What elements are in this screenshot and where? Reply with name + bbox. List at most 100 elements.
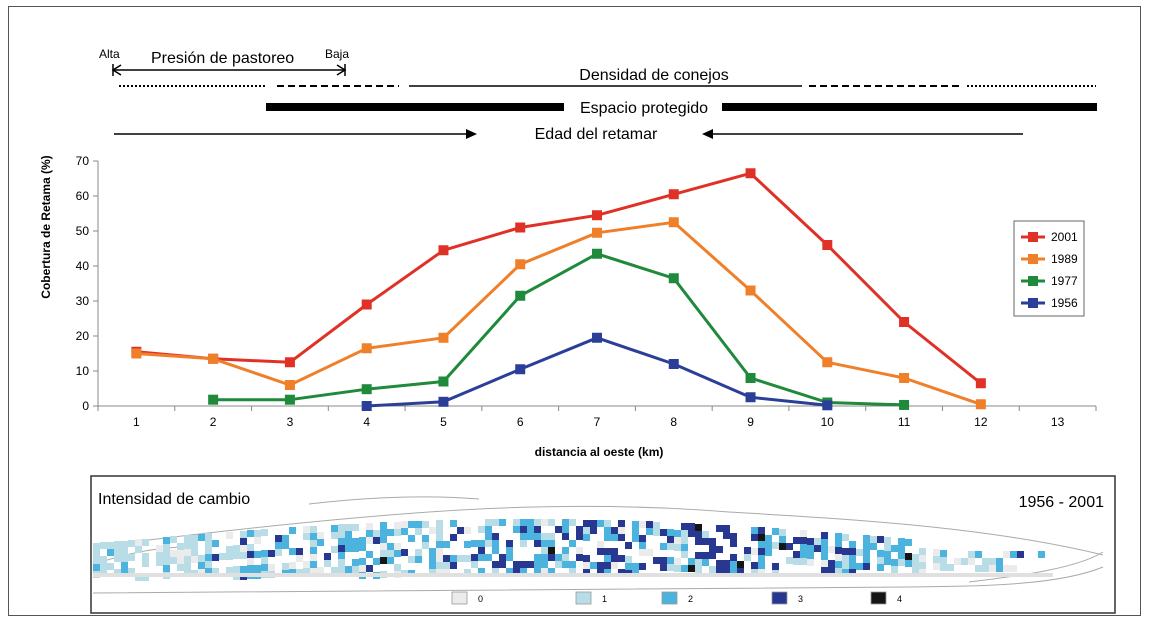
data-point xyxy=(668,217,679,228)
map-cell xyxy=(688,558,695,565)
map-cell xyxy=(597,520,604,527)
legend-label: 1977 xyxy=(1051,274,1078,288)
x-tick-label: 7 xyxy=(594,415,601,429)
map-cell xyxy=(765,549,772,556)
legend-item-2001: 2001 xyxy=(1021,230,1078,244)
map-cell xyxy=(555,561,562,568)
map-cell xyxy=(520,568,527,575)
map-legend-swatch xyxy=(451,591,468,605)
data-point xyxy=(515,290,526,301)
map-cell xyxy=(674,558,681,565)
map-cell xyxy=(492,533,499,540)
map-cell xyxy=(821,553,828,560)
map-cell xyxy=(541,561,548,568)
series-1956 xyxy=(361,332,833,411)
map-cell xyxy=(534,519,541,526)
map-cell xyxy=(163,544,170,551)
map-legend-item-3: 3 xyxy=(771,591,803,605)
map-cell xyxy=(618,534,625,541)
map-cell xyxy=(317,567,324,574)
map-cell xyxy=(933,556,940,563)
data-point xyxy=(592,248,602,259)
map-cell xyxy=(786,543,793,550)
map-cell xyxy=(933,549,940,556)
map-cell xyxy=(450,534,457,541)
map-cell xyxy=(646,528,653,535)
map-cell xyxy=(527,533,534,540)
map-cell xyxy=(842,569,849,576)
map-cell xyxy=(583,527,590,534)
map-cell xyxy=(562,533,569,540)
map-cell xyxy=(716,567,723,574)
map-cell xyxy=(779,529,786,536)
map-cell xyxy=(583,555,590,562)
map-cell xyxy=(212,568,219,575)
map-cell xyxy=(254,565,261,572)
map-cell xyxy=(121,555,128,562)
map-cell xyxy=(338,545,345,552)
map-cell xyxy=(219,553,226,560)
map-cell xyxy=(597,569,604,576)
map-cell xyxy=(282,535,289,542)
chart-series xyxy=(131,168,986,411)
map-cell xyxy=(541,533,548,540)
map-cell xyxy=(625,563,632,570)
map-cell xyxy=(758,562,765,569)
map-cell xyxy=(422,542,429,549)
map-cell xyxy=(100,542,107,549)
map-cell xyxy=(821,567,828,574)
map-cell xyxy=(898,559,905,566)
map-cell xyxy=(646,549,653,556)
map-cell xyxy=(772,563,779,570)
map-cell xyxy=(191,542,198,549)
map-legend-label: 3 xyxy=(798,594,803,604)
map-cell xyxy=(632,535,639,542)
x-tick-label: 10 xyxy=(821,415,835,429)
map-cell xyxy=(660,564,667,571)
map-cell xyxy=(583,569,590,576)
map-cell xyxy=(730,561,737,568)
map-cell xyxy=(506,547,513,554)
map-cell xyxy=(373,537,380,544)
map-cell xyxy=(828,560,835,567)
grazing-arrow xyxy=(111,64,347,76)
map-cell xyxy=(310,554,317,561)
map-cell xyxy=(226,546,233,553)
map-cell xyxy=(590,520,597,527)
map-cell xyxy=(716,560,723,567)
map-cell xyxy=(765,542,772,549)
map-cell xyxy=(198,562,205,569)
map-cell xyxy=(821,532,828,539)
map-cell xyxy=(310,540,317,547)
grazing-pressure-label: Presión de pastoreo xyxy=(151,50,294,67)
map-cell xyxy=(569,519,576,526)
map-cell xyxy=(800,551,807,558)
broom-age-arrows xyxy=(114,129,1023,139)
y-tick-label: 10 xyxy=(76,364,90,378)
map-cell xyxy=(121,569,128,576)
map-cell xyxy=(240,552,247,559)
map-cell xyxy=(387,543,394,550)
map-cell xyxy=(331,532,338,539)
data-point xyxy=(668,273,679,284)
data-point xyxy=(745,373,756,383)
map-cell xyxy=(779,536,786,543)
map-cell xyxy=(695,566,702,573)
data-point xyxy=(592,227,602,238)
map-cell xyxy=(233,552,240,559)
y-tick-label: 70 xyxy=(76,154,90,168)
map-cell xyxy=(653,529,660,536)
series-line xyxy=(136,220,982,406)
data-point xyxy=(284,394,295,405)
map-cell xyxy=(891,545,898,552)
map-cell xyxy=(233,545,240,552)
map-cell xyxy=(835,554,842,561)
map-cell xyxy=(611,548,618,555)
map-title: Intensidad de cambio xyxy=(98,491,250,508)
map-cell xyxy=(366,523,373,530)
data-point xyxy=(745,392,756,403)
map-cell xyxy=(569,540,576,547)
map-cell xyxy=(331,546,338,553)
map-cell xyxy=(121,562,128,569)
map-cell xyxy=(191,556,198,563)
